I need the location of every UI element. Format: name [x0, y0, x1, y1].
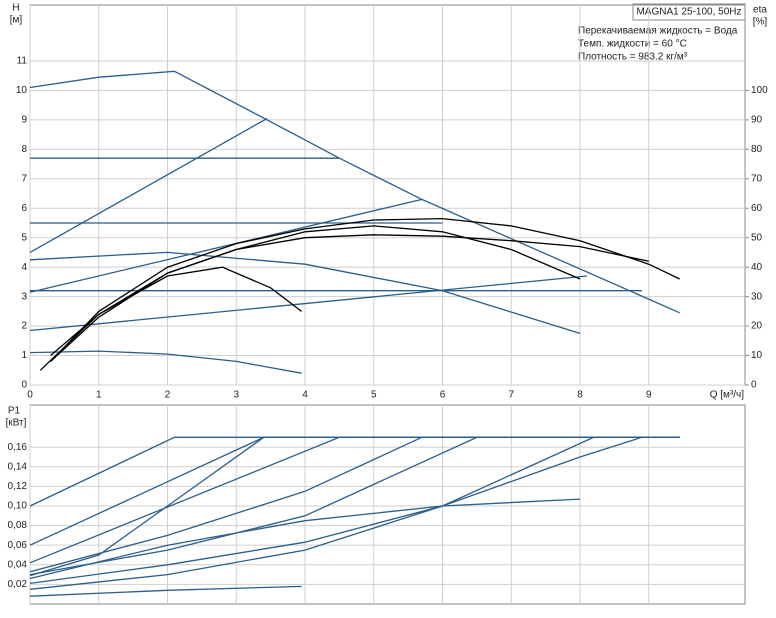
y2-tick-label: 40	[751, 262, 763, 273]
x-tick-label: 4	[302, 390, 308, 401]
y-tick-label: 0,04	[8, 559, 28, 570]
y-tick-label: 0,10	[8, 501, 28, 512]
x-label: Q [м³/ч]	[710, 390, 745, 401]
curve	[29, 436, 265, 577]
y-tick-label: 3	[21, 291, 27, 302]
curve	[29, 436, 680, 573]
y2-tick-label: 20	[751, 321, 763, 332]
y2-tick-label: 50	[751, 232, 763, 243]
x-tick-label: 7	[508, 390, 514, 401]
y-tick-label: 1	[21, 350, 27, 361]
y-tick-label: 7	[21, 173, 27, 184]
y-tick-label: 9	[21, 115, 27, 126]
y-tick-label: 0	[21, 380, 27, 391]
x-tick-label: 5	[371, 390, 377, 401]
y-label: H	[12, 3, 19, 14]
eta-curve	[50, 266, 302, 356]
y2-tick-label: 10	[751, 350, 763, 361]
plot-frame	[29, 404, 746, 605]
y-tick-label: 0,12	[8, 481, 28, 492]
chart-title: MAGNA1 25-100, 50Hz	[636, 7, 741, 18]
y2-tick-label: 60	[751, 203, 763, 214]
curve	[29, 436, 680, 576]
y2-unit: [%]	[753, 17, 768, 28]
y-tick-label: 4	[21, 262, 27, 273]
x-tick-label: 6	[440, 390, 446, 401]
curve	[29, 251, 581, 335]
x-tick-label: 1	[96, 390, 102, 401]
y2-label: eta	[753, 5, 767, 16]
y-tick-label: 2	[21, 321, 27, 332]
x-tick-label: 2	[165, 390, 171, 401]
y-tick-label: 0,02	[8, 579, 28, 590]
curve	[29, 117, 268, 253]
y-unit: [м]	[10, 15, 23, 26]
x-tick-label: 3	[233, 390, 239, 401]
y-label: P1	[8, 406, 21, 417]
annotation: Перекачиваемая жидкость = Вода	[578, 26, 738, 37]
x-tick-label: 9	[646, 390, 652, 401]
annotation: Темп. жидкости = 60 °C	[578, 39, 687, 50]
y2-tick-label: 90	[751, 115, 763, 126]
y-tick-label: 5	[21, 232, 27, 243]
y-unit: [кВт]	[6, 418, 27, 429]
annotation: Плотность = 983.2 кг/м³	[578, 52, 688, 63]
y-tick-label: 6	[21, 203, 27, 214]
x-tick-label: 8	[577, 390, 583, 401]
y2-tick-label: 100	[751, 85, 768, 96]
y-tick-label: 10	[16, 85, 28, 96]
y2-tick-label: 0	[751, 380, 757, 391]
curve	[29, 498, 581, 580]
curve	[29, 198, 423, 293]
y-tick-label: 0,14	[8, 461, 28, 472]
y-tick-label: 0,08	[8, 520, 28, 531]
y2-tick-label: 70	[751, 173, 763, 184]
y-tick-label: 8	[21, 144, 27, 155]
y-tick-label: 0,16	[8, 442, 28, 453]
eta-curve	[50, 217, 680, 362]
curve	[29, 275, 587, 332]
y2-tick-label: 80	[751, 144, 763, 155]
eta-curve	[39, 225, 581, 371]
y-tick-label: 0,06	[8, 540, 28, 551]
y-tick-label: 11	[17, 56, 28, 67]
y2-tick-label: 30	[751, 291, 763, 302]
curve	[29, 436, 680, 590]
curve	[29, 350, 302, 374]
curve	[29, 585, 302, 597]
x-tick-label: 0	[27, 390, 33, 401]
